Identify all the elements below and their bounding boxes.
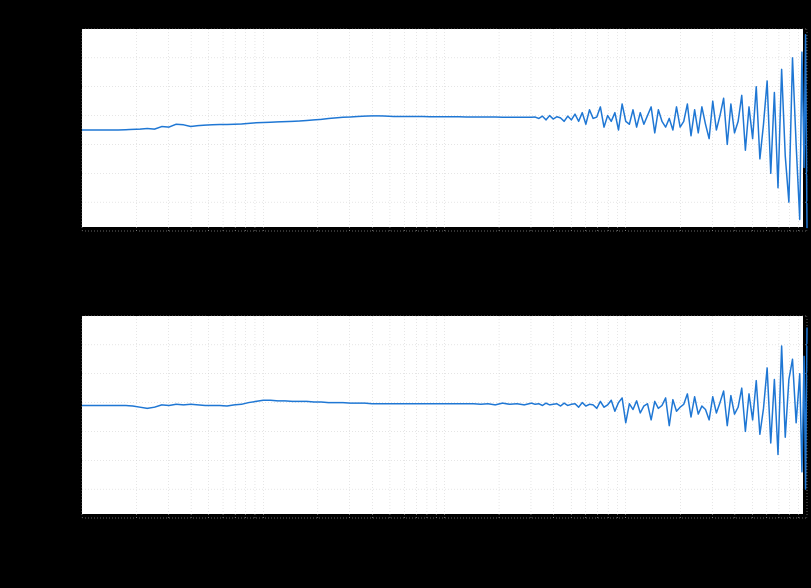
magnitude-plot-svg (82, 29, 807, 231)
phase-plot (80, 314, 805, 516)
magnitude-plot (80, 27, 805, 229)
phase-plot-series (82, 328, 807, 490)
phase-plot-svg (82, 316, 807, 518)
